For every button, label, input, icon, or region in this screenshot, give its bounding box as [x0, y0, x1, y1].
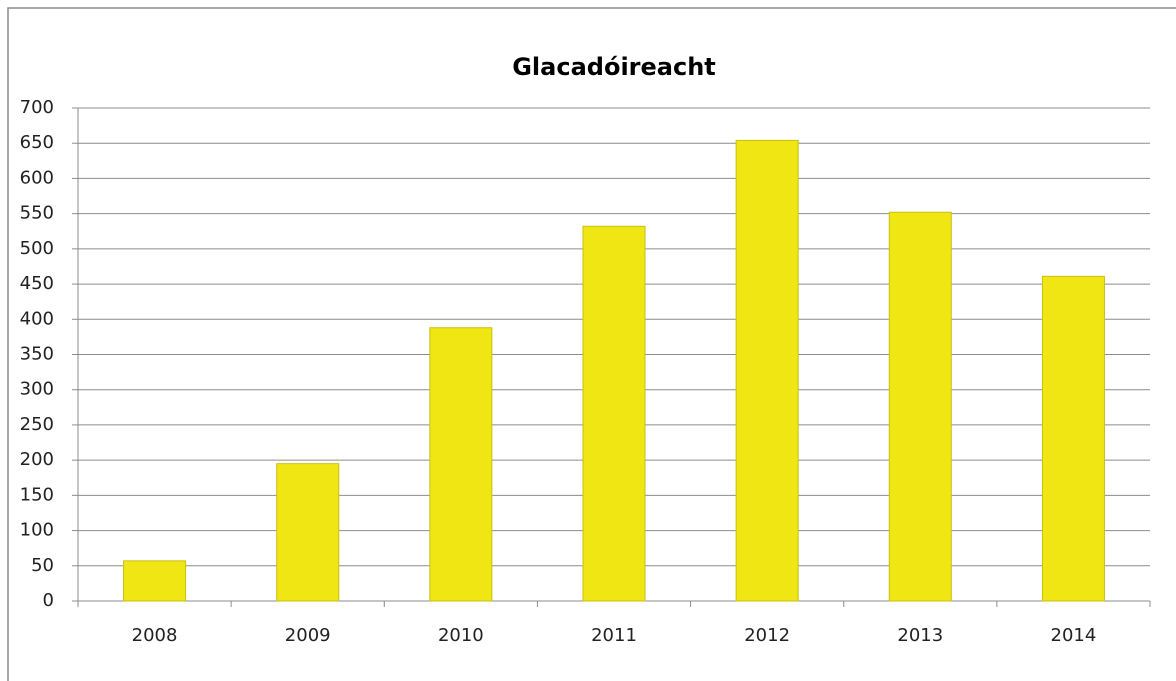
y-tick-label: 700	[20, 97, 54, 118]
bar	[1041, 275, 1105, 602]
bar	[582, 225, 646, 602]
bar	[276, 463, 340, 602]
y-tick-label: 150	[20, 484, 54, 505]
y-tick-label: 0	[43, 590, 54, 611]
bar	[429, 327, 493, 602]
y-tick-label: 350	[20, 344, 54, 365]
x-tick-label: 2008	[132, 625, 178, 646]
y-tick-label: 450	[20, 273, 54, 294]
y-tick-label: 550	[20, 203, 54, 224]
y-tick-label: 500	[20, 238, 54, 259]
x-tick-label: 2009	[285, 625, 331, 646]
y-tick-label: 650	[20, 132, 54, 153]
x-tick-label: 2010	[438, 625, 484, 646]
bar	[123, 560, 187, 602]
x-tick-label: 2011	[591, 625, 637, 646]
x-tick-label: 2014	[1051, 625, 1097, 646]
bar	[888, 211, 952, 602]
x-tick-label: 2013	[897, 625, 943, 646]
y-tick-label: 400	[20, 308, 54, 329]
y-tick-label: 250	[20, 414, 54, 435]
y-tick-label: 600	[20, 167, 54, 188]
bar	[735, 139, 799, 602]
y-tick-label: 300	[20, 379, 54, 400]
y-tick-label: 100	[20, 520, 54, 541]
y-tick-label: 200	[20, 449, 54, 470]
x-tick-label: 2012	[744, 625, 790, 646]
y-tick-label: 50	[31, 555, 54, 576]
chart-title: Glacadóireacht	[512, 53, 716, 81]
